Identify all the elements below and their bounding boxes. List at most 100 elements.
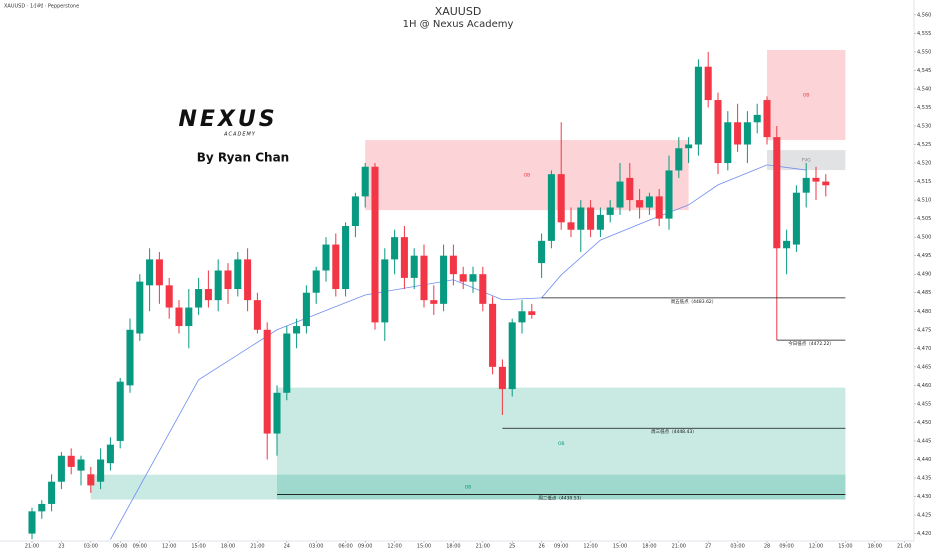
candle-body [67, 455, 75, 467]
zone [767, 50, 846, 141]
candle-body [116, 381, 124, 441]
level-label: 周二低点（4430.53） [538, 495, 584, 502]
candle [714, 92, 722, 175]
candle-body [155, 259, 163, 286]
y-tick-label: 4,450.00 [917, 420, 932, 426]
zone-label: OB [524, 173, 531, 179]
y-tick-label: 4,535.00 [917, 105, 932, 111]
zone-label: OB [465, 485, 472, 491]
candle [489, 296, 497, 375]
candle [97, 448, 105, 490]
x-tick-label: 03:00 [84, 544, 98, 550]
candle [77, 455, 85, 486]
candle [459, 266, 467, 290]
candle [538, 233, 546, 278]
symbol-header: XAUUSD · 1小时 · Pepperstone [4, 3, 79, 10]
candle [822, 174, 830, 197]
candle-body [675, 148, 683, 171]
x-tick-label: 21:00 [250, 544, 264, 550]
candle [263, 322, 271, 460]
candle [38, 500, 46, 519]
candle [136, 274, 144, 341]
candle [596, 207, 604, 238]
x-tick-label: 26 [538, 544, 544, 550]
candle [773, 125, 781, 341]
candle-body [636, 200, 644, 208]
candle [57, 452, 65, 490]
level-label: 周三低点（4448.43） [651, 428, 697, 435]
zone [277, 387, 846, 500]
y-tick-label: 4,430.00 [917, 494, 932, 500]
candle-body [332, 244, 340, 290]
y-tick-label: 4,475.00 [917, 327, 932, 333]
level-label: 今日低点（4472.22） [788, 340, 834, 347]
candle [508, 318, 516, 397]
y-tick-label: 4,530.00 [917, 123, 932, 129]
candle [322, 237, 330, 282]
candle [440, 244, 448, 312]
zone-label: FVG [802, 158, 812, 164]
candle [449, 244, 457, 286]
candle-body [106, 444, 114, 464]
candle [106, 437, 114, 471]
candle [204, 270, 212, 308]
candle [479, 266, 487, 312]
candle [587, 200, 595, 238]
candle [685, 137, 693, 164]
x-tick-label: 18:00 [446, 544, 460, 550]
x-tick-label: 15:00 [417, 544, 431, 550]
candle-body [822, 181, 830, 186]
candle [675, 137, 683, 178]
candle [293, 318, 301, 349]
candle-body [283, 333, 291, 393]
candle-body [48, 481, 56, 504]
candle-body [97, 459, 105, 482]
x-tick-label: 18:00 [868, 544, 882, 550]
x-tick-label: 24 [284, 544, 290, 550]
candle [734, 103, 742, 152]
candle [430, 285, 438, 315]
y-tick-label: 4,515.00 [917, 179, 932, 185]
y-tick-label: 4,435.00 [917, 476, 932, 482]
candle [146, 248, 154, 312]
y-tick-label: 4,420.00 [917, 531, 932, 537]
candle-body [391, 237, 399, 260]
logo-subtext: ACADEMY [223, 132, 256, 138]
candle [273, 385, 281, 456]
candle [616, 163, 624, 215]
candle-body [626, 177, 634, 201]
candle [400, 226, 408, 290]
y-tick-label: 4,485.00 [917, 290, 932, 296]
candle [244, 248, 252, 312]
y-tick-label: 4,555.00 [917, 31, 932, 37]
author: By Ryan Chan [197, 151, 289, 165]
x-tick-label: 28 [764, 544, 770, 550]
candle-body [538, 240, 546, 264]
candle [28, 507, 36, 540]
x-tick-label: 15:00 [838, 544, 852, 550]
candle [381, 248, 389, 341]
candle [351, 192, 359, 238]
candle [802, 163, 810, 208]
candle-body [28, 511, 36, 534]
candle [547, 170, 555, 249]
candle [645, 192, 653, 215]
x-tick-label: 12:00 [387, 544, 401, 550]
x-tick-label: 21:00 [672, 544, 686, 550]
candle [48, 474, 56, 512]
candle [185, 289, 193, 349]
candle [371, 163, 379, 330]
candle-body [616, 181, 624, 208]
x-tick-label: 21:00 [476, 544, 490, 550]
y-tick-label: 4,460.00 [917, 383, 932, 389]
chart-title: XAUUSD [435, 5, 482, 18]
x-tick-label: 27 [705, 544, 711, 550]
candle-body [763, 100, 771, 138]
zone-label: OB [803, 93, 810, 99]
candle-body [802, 177, 810, 193]
zone [90, 474, 846, 500]
x-tick-label: 23 [58, 544, 64, 550]
candle-body [528, 311, 536, 315]
candle-body [38, 503, 46, 512]
candle-body [293, 326, 301, 334]
